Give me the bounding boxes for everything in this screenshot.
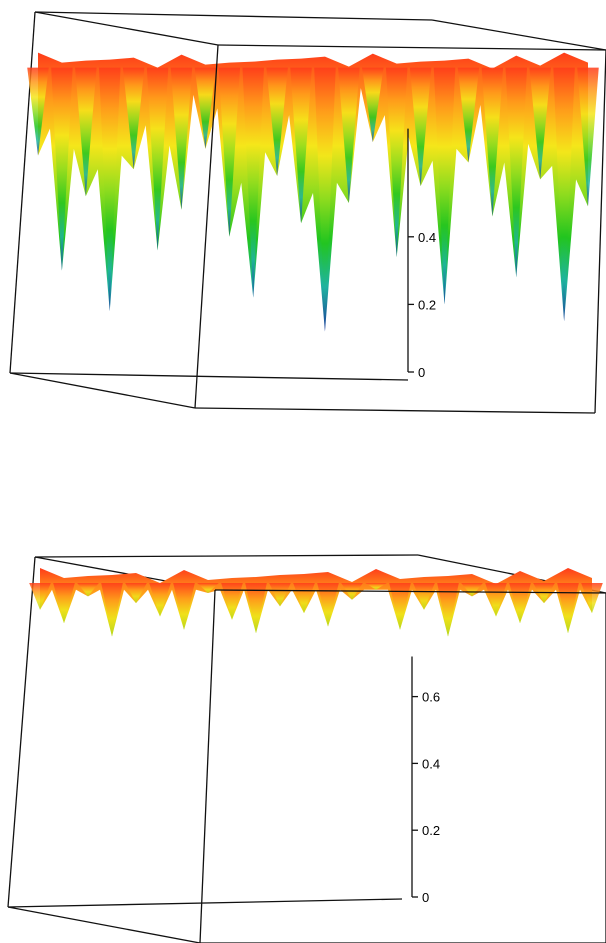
surface-spike-top-21 [529, 67, 551, 180]
surface-plot-top-canvas: 0 0.2 0.4 [9, 11, 606, 414]
box-edge-back-1 [7, 556, 36, 908]
surface-spike-bottom-18 [461, 583, 483, 597]
surface-spike-bottom-8 [221, 583, 243, 620]
box-edge-front-1 [199, 589, 216, 943]
surface-spike-bottom-7 [197, 583, 219, 594]
surface-spike-bottom-2 [77, 583, 99, 597]
surface-spike-top-14 [362, 67, 384, 143]
surface-spike-bottom-23 [581, 583, 603, 614]
surface-spike-bottom-14 [365, 583, 387, 590]
surface-plot-top: 0 0.2 0.4 [0, 0, 606, 430]
surface-bottom [40, 568, 592, 637]
surface-spike-top-10 [266, 67, 288, 176]
surface-spike-bottom-20 [509, 583, 531, 624]
box-edge-front-0 [217, 44, 606, 51]
surface-spike-bottom-4 [125, 583, 147, 604]
surface-spike-top-20 [505, 67, 528, 278]
surface-spike-top-7 [194, 67, 217, 149]
surface-spike-top-13 [338, 67, 360, 203]
surface-spike-top-4 [122, 67, 145, 170]
surface-spike-top-9 [242, 67, 264, 298]
z-tick-label-bottom-0: 0.6 [422, 690, 440, 705]
box-edge-front-4 [7, 906, 201, 943]
surface-spike-bottom-6 [173, 583, 195, 630]
surface-spike-bottom-9 [245, 583, 267, 634]
surface-spike-top-8 [218, 67, 241, 237]
box-edge-back-1 [9, 11, 36, 374]
box-edge-front-4 [9, 372, 196, 409]
surface-top [38, 52, 588, 332]
surface-spike-top-18 [457, 67, 480, 163]
box-edge-back-3 [431, 19, 606, 51]
plot-bottom: 0.6 0.4 0.2 0 [7, 554, 606, 943]
box-edge-back-0 [34, 11, 433, 21]
surface-spike-top-0 [27, 67, 49, 156]
z-tick-label-top-2: 0.4 [418, 230, 436, 245]
box-edge-front-0 [214, 589, 606, 594]
box-edge-back-4 [34, 11, 219, 46]
box-edge-front-2 [194, 407, 596, 414]
surface-spike-bottom-5 [149, 583, 171, 617]
surface-spike-top-5 [146, 67, 169, 251]
surface-spike-top-2 [75, 67, 97, 197]
surface-spike-bottom-3 [101, 583, 123, 637]
surface-spike-top-1 [51, 67, 73, 271]
surface-spike-top-3 [98, 67, 121, 312]
surface-spike-top-23 [577, 67, 599, 207]
surface-spike-bottom-19 [485, 583, 507, 617]
z-tick-label-bottom-2: 0.2 [422, 823, 440, 838]
surface-spike-bottom-0 [29, 583, 51, 610]
surface-spike-top-19 [481, 67, 504, 217]
z-tick-label-top-1: 0.2 [418, 297, 436, 312]
box-edge-back-0 [34, 554, 419, 558]
surface-spike-top-15 [385, 67, 408, 258]
surface-spike-bottom-1 [53, 583, 75, 624]
surface-spike-bottom-16 [413, 583, 435, 610]
box-edge-front-3 [594, 49, 606, 414]
surface-plot-bottom: 0.6 0.4 0.2 0 [0, 545, 606, 943]
surface-spike-top-22 [553, 67, 575, 322]
plot-top: 0 0.2 0.4 [9, 11, 606, 414]
z-tick-label-bottom-1: 0.4 [422, 756, 440, 771]
surface-spike-top-11 [290, 67, 312, 224]
surface-spike-bottom-10 [269, 583, 291, 607]
surface-spike-top-16 [409, 67, 432, 187]
z-tick-label-top-0: 0 [418, 365, 425, 380]
surface-spike-bottom-17 [437, 583, 459, 637]
box-edge-front-1 [194, 44, 219, 409]
surface-spike-bottom-22 [557, 583, 579, 634]
surface-spike-top-6 [170, 67, 193, 210]
surface-spike-top-17 [433, 67, 456, 305]
surface-spike-bottom-15 [389, 583, 411, 630]
box-edge-back-2 [9, 372, 409, 381]
z-tick-label-bottom-3: 0 [422, 890, 429, 905]
surface-spike-top-12 [314, 67, 336, 332]
surface-plot-bottom-canvas: 0.6 0.4 0.2 0 [7, 554, 606, 943]
box-edge-back-2 [7, 898, 403, 908]
surface-spike-bottom-12 [317, 583, 339, 627]
